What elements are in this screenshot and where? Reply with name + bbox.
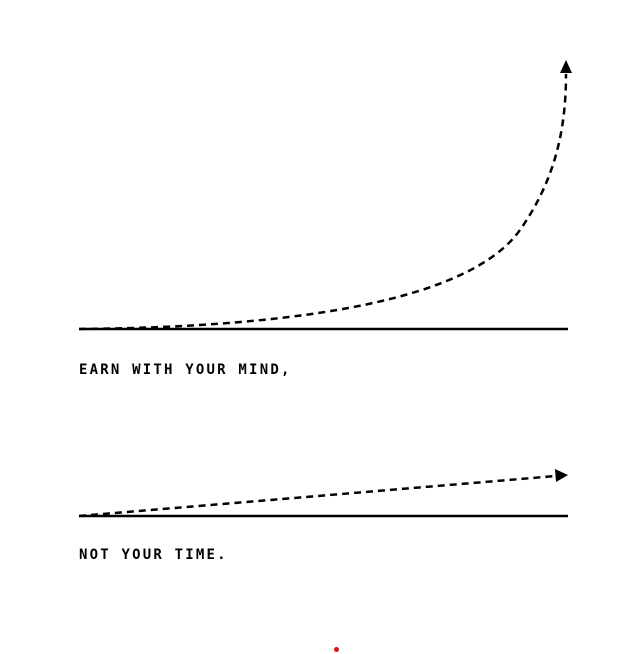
arrowhead-right-icon bbox=[555, 469, 568, 482]
red-dot-marker bbox=[334, 647, 339, 652]
caption-earn-with-mind: EARN WITH YOUR MIND, bbox=[79, 362, 292, 378]
linear-line-arrow bbox=[78, 474, 557, 518]
caption-not-your-time: NOT YOUR TIME. bbox=[79, 547, 228, 563]
arrowhead-up-icon bbox=[560, 60, 572, 73]
exponential-curve-arrow bbox=[78, 73, 568, 331]
